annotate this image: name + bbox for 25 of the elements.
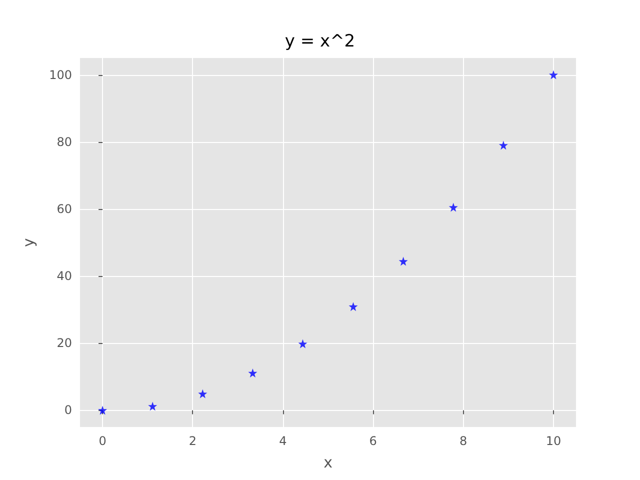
y-tick-label: 60 [56,202,72,216]
point [148,402,158,411]
point [448,202,458,212]
y-tick-label: 80 [56,134,72,149]
point [348,302,358,312]
y-tick-label: 0 [64,403,72,418]
x-tick-label: 0 [98,434,106,448]
y-tick-label: 100 [49,68,72,82]
point [548,70,558,80]
x-tick-label: 10 [546,434,562,448]
point [98,406,108,415]
x-tick-label: 2 [188,434,197,448]
x-tick-label: 4 [279,434,287,448]
point [298,339,308,348]
point [398,256,408,266]
x-axis-title: x [324,454,333,472]
y-tick-label: 40 [56,269,72,284]
point [198,389,208,398]
y-axis-title: y [20,238,38,247]
x-tick-label: 8 [459,434,468,448]
y-tick-label: 20 [56,336,72,350]
point [248,368,258,378]
point [498,140,508,150]
x-tick-label: 6 [369,434,377,448]
chart-title: y = x^2 [284,32,356,52]
